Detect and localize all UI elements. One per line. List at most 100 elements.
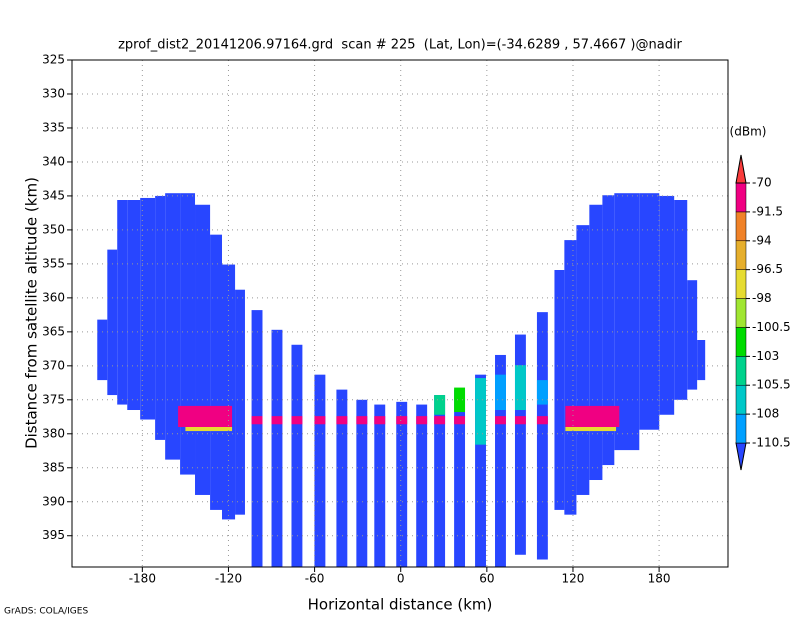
data-cell bbox=[336, 389, 348, 567]
colorbar-segment bbox=[735, 356, 747, 386]
data-cell bbox=[639, 193, 660, 430]
footer: GrADS: COLA/IGES bbox=[4, 607, 88, 617]
data-cell bbox=[356, 416, 368, 425]
data-cell bbox=[536, 380, 548, 405]
x-tick-label: 60 bbox=[479, 572, 494, 586]
data-cell bbox=[180, 193, 196, 475]
colorbar-label: -110.5 bbox=[752, 436, 791, 450]
data-cell bbox=[416, 404, 428, 567]
colorbar-high bbox=[735, 154, 747, 184]
data-cell bbox=[185, 426, 233, 432]
y-tick-label: 390 bbox=[42, 494, 65, 508]
y-tick-label: 360 bbox=[42, 290, 65, 304]
data-cell bbox=[396, 416, 408, 425]
data-cell bbox=[514, 334, 526, 555]
colorbar-label: -103 bbox=[752, 349, 779, 363]
colorbar-label: -108 bbox=[752, 407, 779, 421]
data-cell bbox=[165, 193, 181, 460]
y-tick-label: 345 bbox=[42, 188, 65, 202]
colorbar-segment bbox=[735, 384, 747, 415]
data-cell bbox=[107, 249, 118, 396]
colorbar-label: -91.5 bbox=[752, 204, 783, 218]
plot-frame bbox=[71, 59, 729, 568]
y-tick-label: 380 bbox=[42, 426, 65, 440]
data-cell bbox=[565, 426, 617, 432]
colorbar-segment bbox=[735, 327, 747, 357]
data-cell bbox=[374, 416, 386, 425]
data-cell bbox=[222, 264, 236, 520]
colorbar-segment bbox=[735, 240, 747, 270]
colorbar-label: -94 bbox=[752, 233, 772, 247]
y-tick-label: 370 bbox=[42, 358, 65, 372]
data-cell bbox=[434, 395, 446, 567]
colorbar-label: (dBm) bbox=[730, 125, 767, 139]
data-cell bbox=[495, 374, 506, 411]
data-cell bbox=[454, 389, 466, 567]
data-cell bbox=[576, 225, 590, 495]
data-cell bbox=[155, 195, 166, 440]
data-cell bbox=[564, 240, 577, 515]
x-tick-label: 120 bbox=[562, 572, 585, 586]
data-cell bbox=[356, 399, 368, 567]
y-tick-label: 350 bbox=[42, 222, 65, 236]
data-cell bbox=[687, 280, 698, 390]
y-tick-label: 340 bbox=[42, 154, 65, 168]
data-cell bbox=[140, 197, 156, 420]
data-cell bbox=[336, 416, 348, 425]
data-cell bbox=[314, 416, 326, 425]
data-cell bbox=[454, 416, 466, 425]
data-cell bbox=[117, 200, 128, 405]
x-axis-label: Horizontal distance (km) bbox=[308, 596, 493, 614]
x-tick-label: 0 bbox=[397, 572, 405, 586]
chart-title: zprof_dist2_20141206.97164.grd scan # 22… bbox=[118, 38, 682, 53]
data-cell bbox=[271, 416, 283, 425]
x-tick-label: 180 bbox=[648, 572, 671, 586]
data-cell bbox=[195, 204, 211, 495]
y-tick-label: 355 bbox=[42, 256, 65, 270]
data-cell bbox=[697, 340, 706, 381]
data-cell bbox=[291, 344, 303, 567]
y-axis-label: Distance from satellite altitude (km) bbox=[23, 177, 41, 449]
data-cell bbox=[565, 405, 620, 427]
data-cell bbox=[291, 416, 303, 425]
y-tick-label: 365 bbox=[42, 324, 65, 338]
data-cell bbox=[251, 416, 263, 425]
y-tick-label: 325 bbox=[42, 53, 65, 67]
data-cell bbox=[514, 416, 526, 425]
data-cell bbox=[396, 401, 408, 567]
colorbar-label: -100.5 bbox=[752, 320, 791, 334]
data-cell bbox=[554, 270, 565, 510]
y-tick-label: 330 bbox=[42, 86, 65, 100]
data-cell bbox=[271, 329, 283, 567]
data-cell bbox=[495, 416, 506, 425]
data-cell bbox=[659, 195, 675, 415]
colorbar-low bbox=[735, 442, 747, 471]
data-cell bbox=[495, 354, 506, 567]
data-cell bbox=[589, 204, 603, 481]
y-tick-label: 385 bbox=[42, 460, 65, 474]
data-cell bbox=[674, 200, 688, 400]
data-cell bbox=[536, 312, 548, 560]
colorbar-segment bbox=[735, 182, 747, 213]
data-cell bbox=[374, 404, 386, 567]
x-tick-label: -60 bbox=[305, 572, 325, 586]
y-tick-label: 335 bbox=[42, 120, 65, 134]
y-tick-label: 375 bbox=[42, 392, 65, 406]
x-tick-label: -180 bbox=[129, 572, 156, 586]
data-cell bbox=[178, 405, 233, 427]
colorbar-label: -105.5 bbox=[752, 378, 791, 392]
data-cell bbox=[536, 416, 548, 425]
data-cell bbox=[235, 289, 245, 515]
data-cell bbox=[416, 416, 428, 425]
colorbar-segment bbox=[735, 269, 747, 299]
data-cell bbox=[602, 195, 615, 466]
data-cell bbox=[434, 416, 446, 425]
colorbar-label: -96.5 bbox=[752, 262, 783, 276]
data-cell bbox=[475, 374, 486, 567]
data-cell bbox=[514, 365, 526, 411]
colorbar-segment bbox=[735, 211, 747, 242]
colorbar-segment bbox=[735, 413, 747, 444]
data-cell bbox=[210, 234, 223, 510]
y-tick-label: 395 bbox=[42, 528, 65, 542]
